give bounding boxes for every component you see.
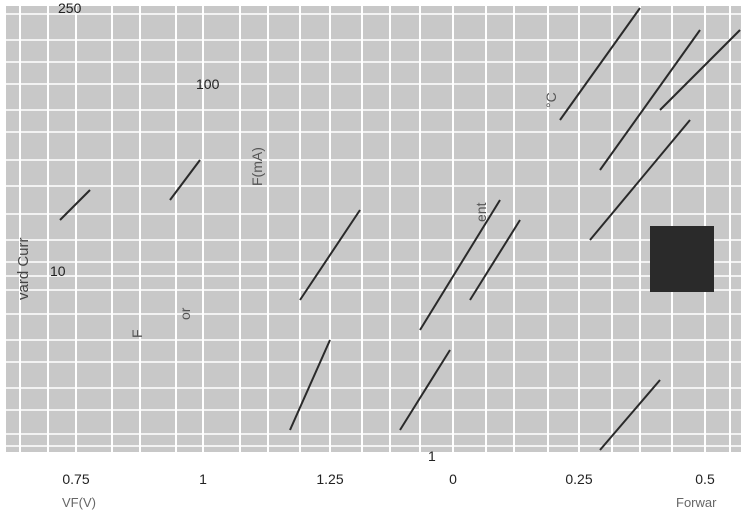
x-label-fragment: Forwar	[676, 495, 717, 510]
curve-segment	[589, 119, 691, 241]
curve-annotation: F	[129, 329, 145, 338]
curve-segment	[559, 7, 641, 121]
x-tick-label: 0.25	[565, 471, 592, 487]
curve-segment	[399, 349, 451, 431]
curve-annotation: °C	[543, 92, 559, 108]
y-tick-label: 100	[196, 76, 220, 92]
x-tick-label: 0.5	[695, 471, 715, 487]
y-tick-label: 250	[58, 0, 82, 16]
curve-segment	[419, 199, 501, 331]
curve-segment	[169, 159, 201, 201]
y-axis-title: vard Curr	[15, 237, 32, 300]
x-tick-label: 0.75	[62, 471, 89, 487]
x-tick-label: 1.25	[316, 471, 343, 487]
curves	[59, 7, 741, 451]
x-tick-label: 0	[449, 471, 457, 487]
x-label-fragment: VF(V)	[62, 495, 96, 510]
curve-segment	[599, 379, 661, 451]
dark-block	[650, 226, 714, 292]
plot-panel	[6, 6, 741, 452]
curve-annotation: or	[177, 307, 193, 320]
curve-segment	[469, 219, 521, 301]
x-tick-label: 1	[199, 471, 207, 487]
curve-segment	[299, 209, 361, 301]
curve-annotation: ent	[473, 202, 489, 222]
y-tick-label: 1	[428, 448, 436, 464]
curve-segment	[599, 29, 701, 171]
curve-segment	[59, 189, 91, 221]
curve-annotation: F(mA)	[249, 147, 265, 186]
y-tick-label: 10	[50, 263, 66, 279]
curve-segment	[289, 339, 331, 431]
curve-segment	[659, 29, 741, 111]
